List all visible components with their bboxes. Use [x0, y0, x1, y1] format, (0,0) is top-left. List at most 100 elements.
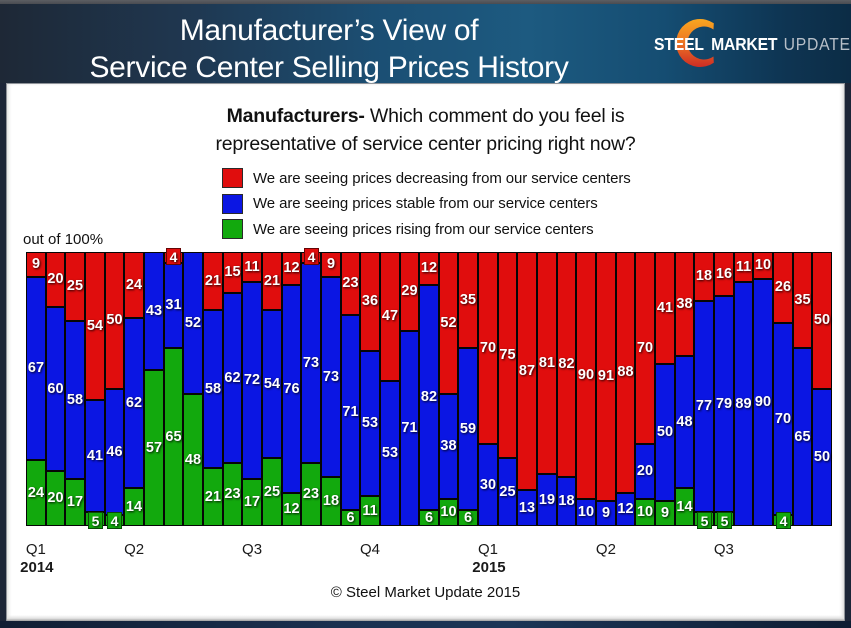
bar: 70 30: [478, 252, 498, 526]
bar-segment: 88: [616, 252, 635, 493]
bar-segment: 60: [46, 307, 65, 471]
bar: 12 82 6: [419, 252, 439, 526]
bar-segment-value: 65: [165, 428, 182, 445]
bar: 43 57: [144, 252, 164, 526]
bar-segment-value: 88: [617, 364, 634, 381]
bar-segment-value: 11: [244, 258, 260, 275]
bar-segment: 10: [439, 499, 458, 526]
bar-segment: 9: [321, 252, 341, 277]
bar-segment-value: 25: [66, 278, 84, 295]
bar-segment: 91: [596, 252, 616, 501]
bar-segment: 70: [635, 252, 655, 444]
x-axis-quarter-label: Q2: [595, 541, 616, 558]
bar-segment: 62: [223, 293, 242, 463]
bar-segment-value: 41: [656, 299, 674, 316]
logo-word-update: UPDATE: [783, 34, 851, 54]
bar-segment-value: 70: [479, 339, 497, 356]
bar: 87 13: [517, 252, 537, 526]
bar-segment-value: 50: [106, 312, 123, 329]
bar-segment: 21: [262, 252, 282, 310]
bar: 24 62 14: [124, 252, 144, 526]
bar-segment-value: 12: [617, 501, 634, 518]
bar-segment-value: 11: [735, 258, 752, 275]
bar-segment: 20: [635, 444, 655, 499]
bar-segment: 30: [478, 444, 498, 526]
bar: 47 53: [380, 252, 400, 526]
copyright-text: © Steel Market Update 2015: [330, 584, 521, 601]
bar-segment: 26: [773, 252, 793, 323]
bar-segment-value: 90: [754, 394, 772, 411]
bar: 9 73 18: [321, 252, 341, 526]
bar-segment-value: 18: [322, 493, 340, 510]
bar-segment-value: 16: [715, 265, 733, 282]
bar-segment-value: 14: [676, 498, 693, 515]
bar-segment: 23: [341, 252, 360, 315]
bar: 41 50 9: [655, 252, 675, 526]
bar-segment-value: 21: [263, 272, 281, 289]
bar: 4 73 23: [301, 248, 321, 526]
bar-segment: 16: [714, 252, 734, 296]
bar: 26 70 4: [773, 252, 793, 529]
bar: 25 58 17: [65, 252, 85, 526]
bar-segment: 25: [65, 252, 85, 321]
bar-segment-value: 48: [184, 451, 202, 468]
bar-segment: 9: [596, 501, 616, 526]
bar-segment-value: 10: [577, 504, 595, 521]
legend-item: We are seeing prices rising from our ser…: [222, 219, 631, 239]
bar-segment-value: 31: [165, 297, 182, 314]
bar-segment-value: 17: [243, 494, 261, 511]
bar-segment-value: 82: [558, 356, 575, 373]
bar-segment: 82: [557, 252, 576, 477]
x-axis-quarter-label: Q3: [713, 541, 734, 558]
legend-label: We are seeing prices decreasing from our…: [253, 169, 631, 187]
legend-swatch: [222, 168, 243, 188]
bar-segment: 23: [301, 463, 321, 526]
bar-segment-value: 90: [577, 367, 595, 384]
bar-segment-value: 73: [302, 354, 320, 371]
bar-segment-value: 20: [636, 463, 654, 480]
bar-segment-value: 35: [794, 291, 811, 308]
bar-segment: 6: [419, 510, 439, 526]
bar-segment: 9: [26, 252, 46, 277]
bar-segment: 13: [517, 490, 537, 526]
bar-segment: 36: [360, 252, 380, 351]
bar: 50 50: [812, 252, 832, 526]
bar-segment-value: 10: [636, 504, 654, 521]
stacked-bar-chart: 9 67 24 20 60 20 25 58 17 54 41 5 50 46 4 24 62 14 43 57 4 31…: [26, 248, 832, 529]
bar-segment: 9: [655, 501, 675, 526]
bar: 52 38 10: [439, 252, 458, 526]
bar-segment-value: 43: [145, 302, 163, 319]
bar-segment-value-box: 5: [697, 512, 712, 529]
bar-segment-value: 23: [302, 486, 320, 503]
bar-segment: 25: [262, 458, 282, 526]
bar-segment-value: 70: [636, 339, 654, 356]
bar-segment: 65: [164, 348, 183, 526]
bar-segment: 11: [734, 252, 753, 282]
bar-segment-value: 52: [440, 314, 457, 331]
bar-segment-value: 10: [754, 257, 772, 274]
bar-segment: 52: [439, 252, 458, 394]
bar-segment: 43: [144, 252, 164, 370]
x-axis-quarter-label: Q2: [124, 541, 145, 558]
bar-segment: 50: [655, 364, 675, 501]
bar-segment-value: 36: [361, 293, 379, 310]
bar-segment: 6: [458, 510, 478, 526]
bar-segment-value: 18: [558, 493, 575, 510]
bar-segment: 73: [321, 277, 341, 477]
bar-segment-value: 12: [283, 501, 300, 518]
bar-segment: 48: [183, 394, 203, 526]
bar-segment: 50: [812, 389, 832, 526]
bar-segment-value: 23: [342, 275, 359, 292]
bar-segment-value: 77: [695, 398, 713, 415]
bar-segment: 65: [793, 348, 812, 526]
bar-segment: 31: [164, 263, 183, 348]
bar-segment-value: 81: [538, 354, 556, 371]
bar-segment-value: 75: [499, 346, 516, 363]
bar-segment: 70: [773, 323, 793, 515]
bar-segment: 79: [714, 296, 734, 512]
bar-segment: 35: [458, 252, 478, 348]
bar-segment-value: 20: [47, 490, 64, 507]
bar-segment-value: 38: [676, 295, 693, 312]
legend-item: We are seeing prices stable from our ser…: [222, 193, 631, 214]
